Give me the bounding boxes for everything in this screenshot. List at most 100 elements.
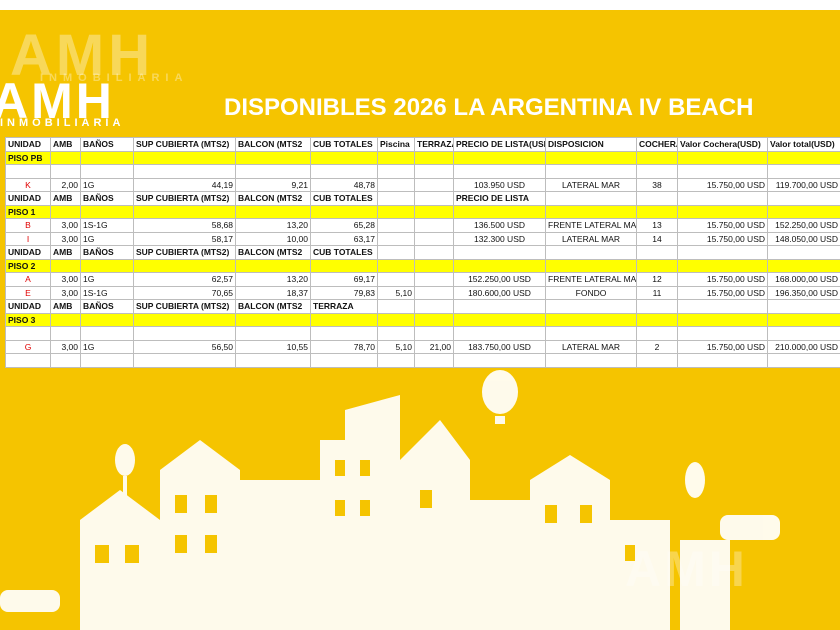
table-cell xyxy=(235,150,311,165)
table-cell: 70,65 xyxy=(133,285,236,300)
table-cell xyxy=(50,150,81,165)
table-cell xyxy=(677,258,768,273)
table-cell: 15.750,00 USD xyxy=(677,272,768,287)
table-cell: 1G xyxy=(80,177,134,192)
table-cell xyxy=(80,164,134,179)
table-cell: 103.950 USD xyxy=(453,177,546,192)
table-cell: 63,17 xyxy=(310,231,378,246)
table-cell: PISO PB xyxy=(5,150,51,165)
table-cell: 9,21 xyxy=(235,177,311,192)
table-cell: 13,20 xyxy=(235,218,311,233)
table-cell xyxy=(453,245,546,260)
table-row: A 3,00 1G 62,57 13,20 69,17 152.250,00 USD FREN… xyxy=(5,272,840,287)
table-cell: LATERAL MAR xyxy=(545,177,637,192)
table-cell xyxy=(545,258,637,273)
table-row: UNIDAD AMB BAÑOS SUP CUBIERTA (MTS2) BALCON … xyxy=(5,137,840,152)
table-cell: BAÑOS xyxy=(80,299,134,314)
table-cell xyxy=(453,150,546,165)
table-cell xyxy=(545,191,637,206)
table-cell xyxy=(377,258,415,273)
table-cell: BAÑOS xyxy=(80,137,134,152)
table-cell xyxy=(310,150,378,165)
table-cell xyxy=(767,204,840,219)
table-cell xyxy=(377,312,415,327)
table-cell xyxy=(133,258,236,273)
table-cell: FRENTE LATERAL MAR xyxy=(545,272,637,287)
table-cell xyxy=(377,231,415,246)
table-cell: 12 xyxy=(636,272,678,287)
table-cell: 44,19 xyxy=(133,177,236,192)
table-cell xyxy=(767,245,840,260)
table-cell xyxy=(414,312,454,327)
table-wrapper: UNIDAD AMB BAÑOS SUP CUBIERTA (MTS2) BALCON … xyxy=(5,137,840,368)
table-cell: SUP CUBIERTA (MTS2) xyxy=(133,299,236,314)
table-cell xyxy=(414,258,454,273)
table-cell xyxy=(235,326,311,341)
table-cell xyxy=(5,326,51,341)
table-row: PISO 3 xyxy=(5,312,840,327)
table-cell xyxy=(453,353,546,368)
table-cell xyxy=(414,204,454,219)
table-cell xyxy=(133,326,236,341)
table-cell: 168.000,00 USD xyxy=(767,272,840,287)
table-cell: PRECIO DE LISTA xyxy=(453,191,546,206)
table-cell: 11 xyxy=(636,285,678,300)
table-cell: SUP CUBIERTA (MTS2) xyxy=(133,245,236,260)
table-cell: 2,00 xyxy=(50,177,81,192)
table-cell xyxy=(677,312,768,327)
table-cell xyxy=(636,150,678,165)
table-cell: FONDO xyxy=(545,285,637,300)
table-cell xyxy=(377,245,415,260)
table-cell xyxy=(545,353,637,368)
table-cell xyxy=(377,299,415,314)
table-cell: BALCON (MTS2 xyxy=(235,191,311,206)
table-cell: 196.350,00 USD xyxy=(767,285,840,300)
logo-watermark: AMH xyxy=(625,541,748,597)
table-cell xyxy=(636,164,678,179)
table-cell xyxy=(235,164,311,179)
table-cell: 58,68 xyxy=(133,218,236,233)
table-cell: UNIDAD xyxy=(5,191,51,206)
table-cell: 152.250,00 USD xyxy=(453,272,546,287)
table-cell xyxy=(545,164,637,179)
table-cell xyxy=(80,204,134,219)
table-cell: 21,00 xyxy=(414,339,454,354)
table-cell: 10,55 xyxy=(235,339,311,354)
table-cell xyxy=(636,191,678,206)
table-cell xyxy=(80,312,134,327)
table-cell: UNIDAD xyxy=(5,137,51,152)
table-cell: 15.750,00 USD xyxy=(677,285,768,300)
table-cell xyxy=(133,353,236,368)
table-cell: PISO 3 xyxy=(5,312,51,327)
table-cell: BALCON (MTS2 xyxy=(235,299,311,314)
table-cell: UNIDAD xyxy=(5,299,51,314)
table-cell xyxy=(545,299,637,314)
table-cell: SUP CUBIERTA (MTS2) xyxy=(133,191,236,206)
table-cell: BAÑOS xyxy=(80,245,134,260)
table-cell: 210.000,00 USD xyxy=(767,339,840,354)
table-row: K 2,00 1G 44,19 9,21 48,78 103.950 USD LATERAL … xyxy=(5,177,840,192)
table-row: PISO 1 xyxy=(5,204,840,219)
table-cell xyxy=(377,272,415,287)
table-cell: 3,00 xyxy=(50,231,81,246)
table-row: UNIDAD AMB BAÑOS SUP CUBIERTA (MTS2) BALCON … xyxy=(5,299,840,314)
table-row xyxy=(5,326,840,341)
table-cell: 136.500 USD xyxy=(453,218,546,233)
table-cell: DISPOSICION xyxy=(545,137,637,152)
table-cell: SUP CUBIERTA (MTS2) xyxy=(133,137,236,152)
table-cell xyxy=(453,164,546,179)
table-row: UNIDAD AMB BAÑOS SUP CUBIERTA (MTS2) BALCON … xyxy=(5,245,840,260)
table-cell xyxy=(545,326,637,341)
table-cell xyxy=(414,218,454,233)
table-cell: I xyxy=(5,231,51,246)
table-cell xyxy=(636,312,678,327)
table-row: B 3,00 1S-1G 58,68 13,20 65,28 136.500 USD FREN… xyxy=(5,218,840,233)
table-cell xyxy=(677,164,768,179)
top-bar xyxy=(0,0,840,10)
table-cell xyxy=(677,245,768,260)
table-cell: 148.050,00 USD xyxy=(767,231,840,246)
table-cell xyxy=(636,299,678,314)
table-cell xyxy=(377,150,415,165)
